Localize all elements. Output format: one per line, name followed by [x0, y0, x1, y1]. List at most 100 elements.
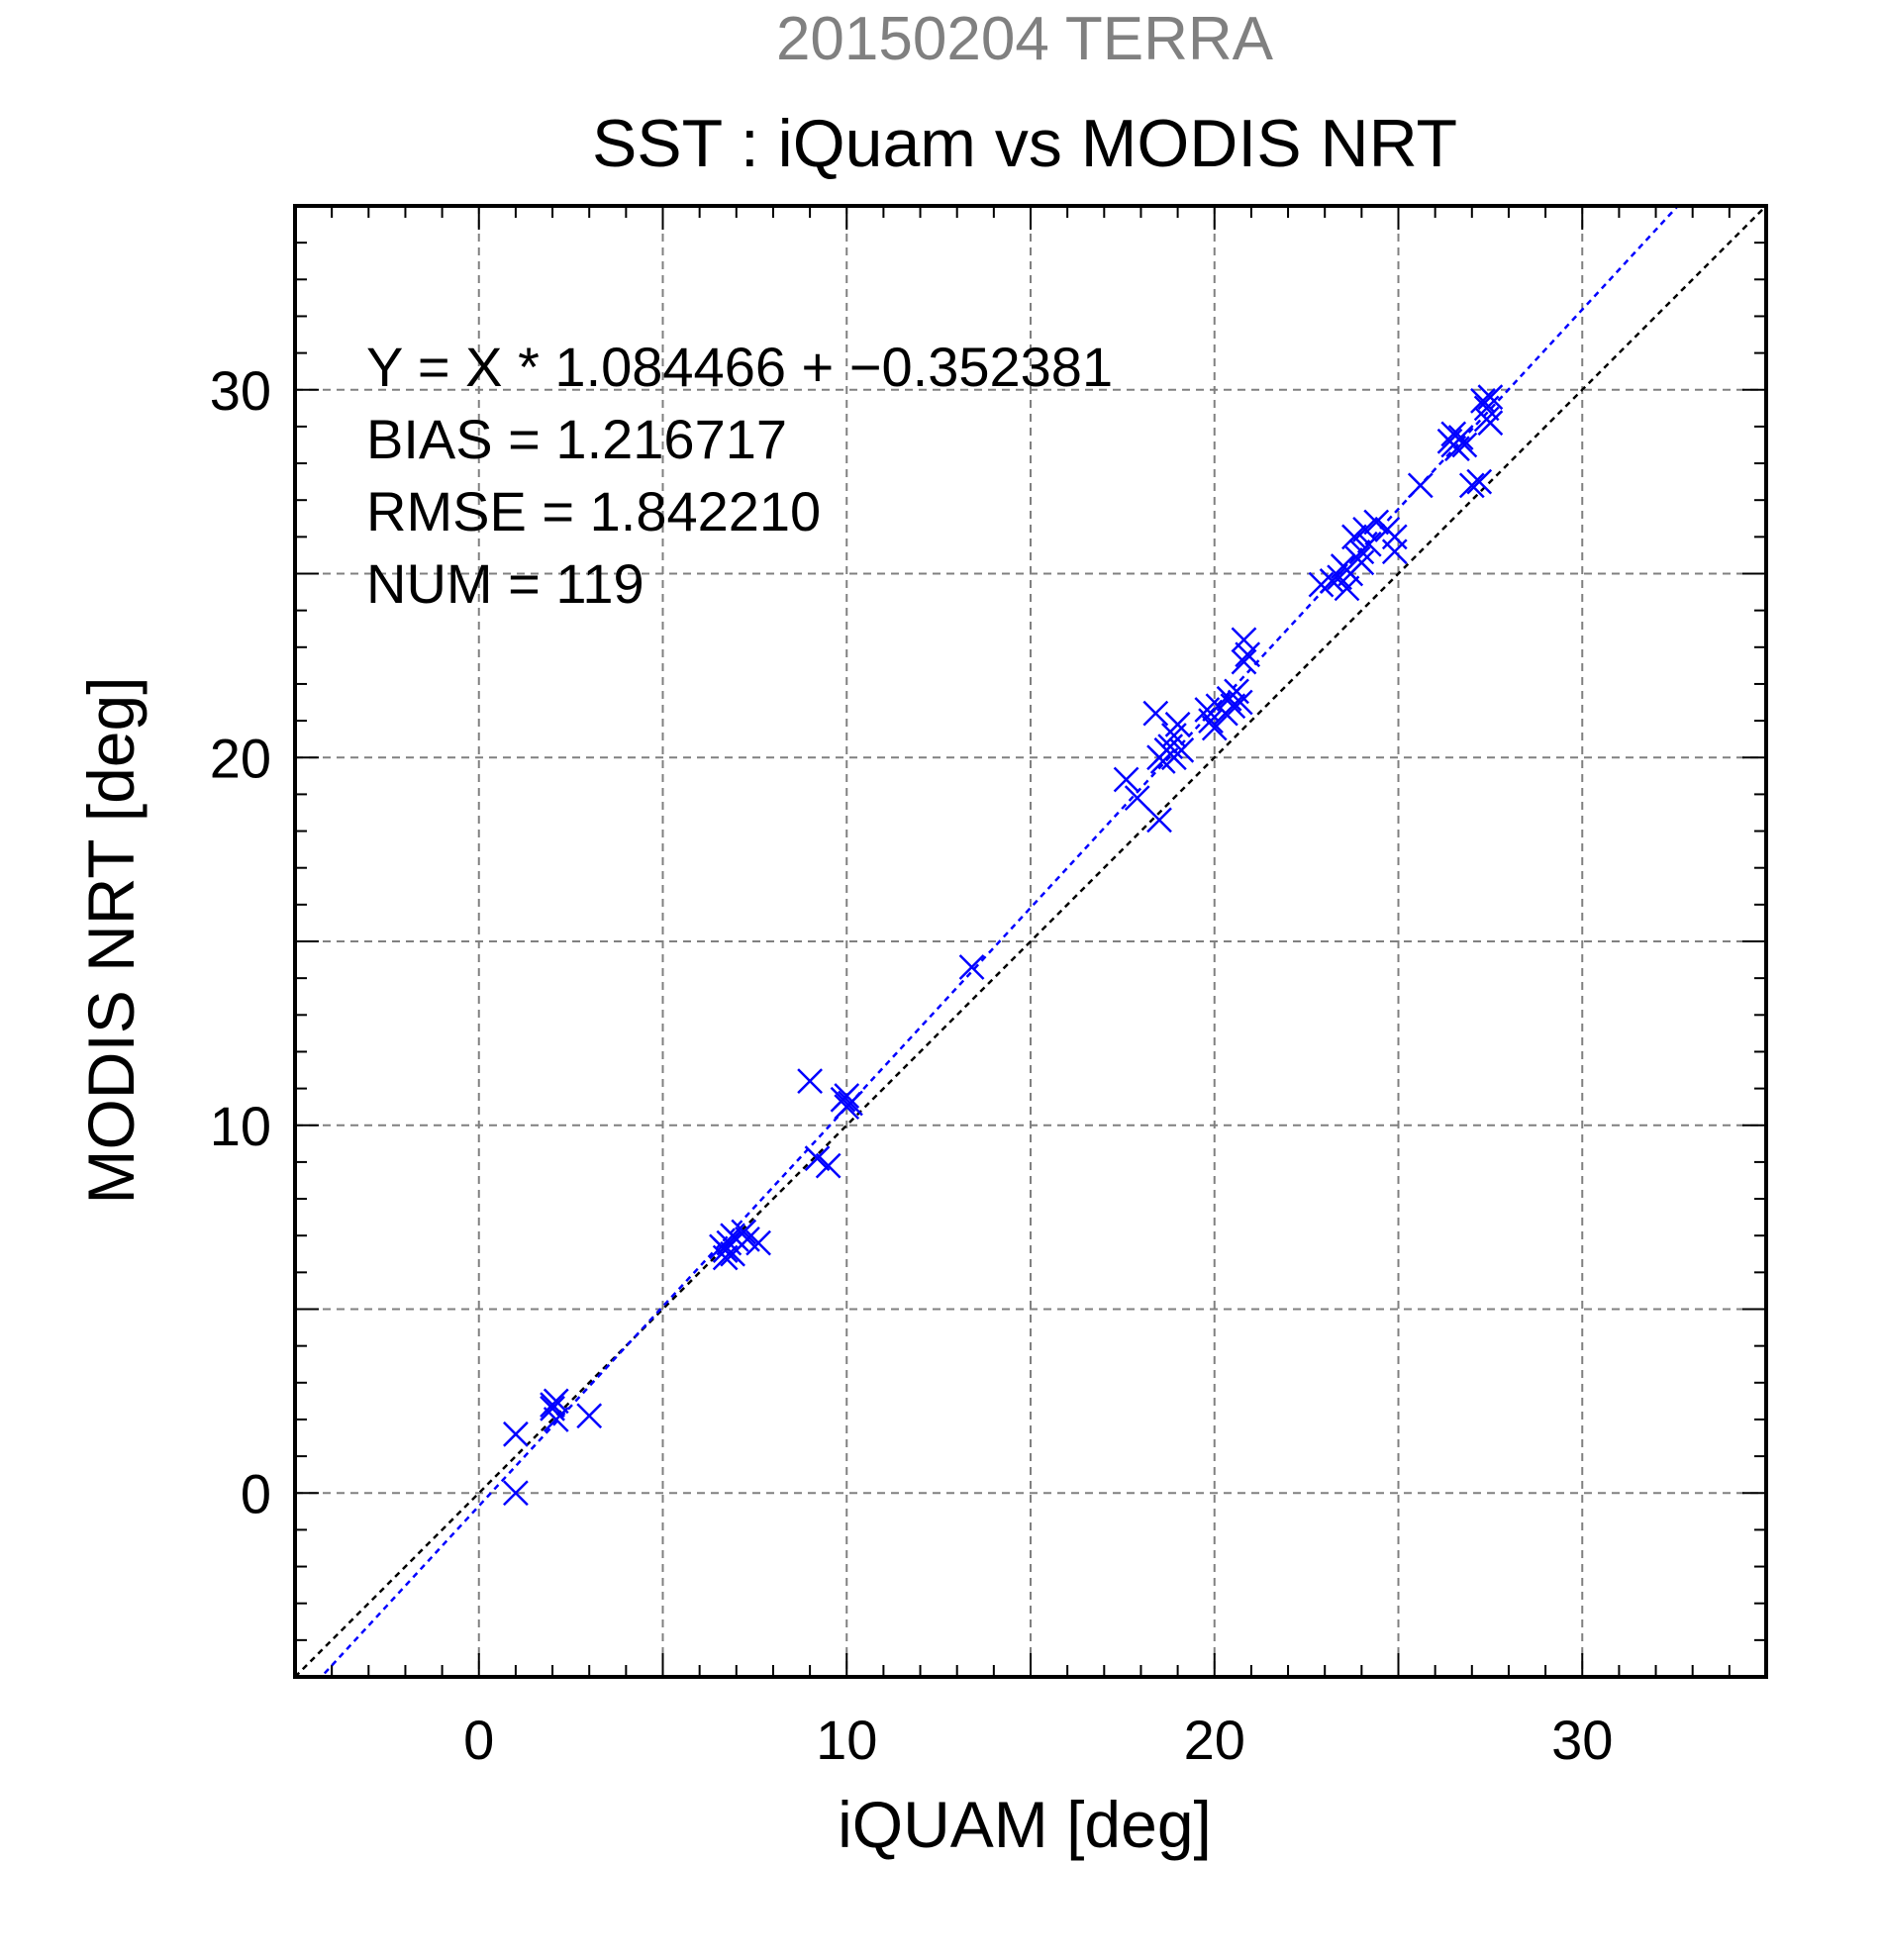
data-point: [503, 1480, 529, 1507]
data-point-stroke: [576, 1403, 603, 1429]
data-point-stroke: [1224, 678, 1249, 705]
stats-annotation: Y = X * 1.084466 + −0.352381 BIAS = 1.21…: [366, 331, 1113, 620]
count-value: NUM = 119: [366, 552, 644, 615]
data-point: [1381, 524, 1408, 550]
data-point: [1319, 568, 1345, 594]
data-point-stroke: [1235, 641, 1261, 668]
data-point: [1477, 384, 1504, 411]
data-point-stroke: [1201, 715, 1228, 741]
data-point-stroke: [712, 1244, 739, 1271]
data-point: [1341, 524, 1367, 550]
y-tick-label: 0: [241, 1462, 271, 1524]
data-point: [1363, 509, 1390, 536]
data-point: [731, 1219, 757, 1245]
reference-lines: [295, 206, 1766, 1677]
data-point-stroke: [1164, 711, 1191, 737]
data-point-stroke: [1407, 472, 1434, 499]
fit-equation: Y = X * 1.084466 + −0.352381: [366, 336, 1114, 398]
data-point: [1440, 432, 1467, 458]
data-point: [576, 1403, 603, 1429]
data-point-stroke: [543, 1407, 569, 1432]
chart-title: SST : iQuam vs MODIS NRT: [591, 106, 1458, 181]
x-tick-label: 30: [1551, 1709, 1613, 1771]
data-point: [815, 1152, 842, 1179]
data-point: [804, 1145, 831, 1172]
data-point-stroke: [1227, 689, 1253, 716]
data-point: [797, 1068, 823, 1095]
data-point-stroke: [1319, 568, 1345, 594]
data-point-stroke: [716, 1229, 742, 1256]
y-tick-label: 20: [210, 727, 271, 789]
data-point: [1477, 410, 1504, 437]
data-point-stroke: [1466, 468, 1493, 495]
data-point-stroke: [745, 1229, 771, 1256]
identity-line: [295, 206, 1766, 1677]
data-point: [958, 954, 985, 980]
data-point-stroke: [1355, 531, 1382, 557]
data-point-stroke: [958, 954, 985, 980]
data-point: [1381, 539, 1408, 565]
data-point: [834, 1083, 860, 1109]
data-point-stroke: [1146, 807, 1172, 833]
fit-line: [319, 206, 1680, 1677]
rmse-value: RMSE = 1.842210: [366, 480, 822, 542]
x-tick-label: 0: [463, 1709, 494, 1771]
plot-frame: [293, 204, 1768, 1679]
data-point-stroke: [540, 1395, 565, 1421]
data-point: [1198, 708, 1224, 734]
y-axis-label: MODIS NRT [deg]: [74, 676, 148, 1205]
x-tick-label: 20: [1184, 1709, 1245, 1771]
tick-labels: 0 10 20 30 0 10 20 30: [210, 359, 1614, 1771]
data-point-stroke: [834, 1083, 860, 1109]
data-point-stroke: [1334, 575, 1360, 602]
data-point: [1451, 432, 1478, 458]
data-point-stroke: [731, 1219, 757, 1245]
data-point: [1348, 549, 1375, 576]
data-point-stroke: [1363, 509, 1390, 536]
data-point-stroke: [1231, 627, 1257, 653]
y-tick-label: 30: [210, 359, 271, 422]
data-point-stroke: [1220, 693, 1246, 720]
data-point: [1113, 766, 1139, 793]
data-point: [1334, 575, 1360, 602]
data-point-stroke: [1341, 524, 1367, 550]
data-point-stroke: [1231, 648, 1257, 675]
data-point-stroke: [804, 1145, 831, 1172]
data-point-stroke: [1124, 785, 1150, 811]
y-tick-label: 10: [210, 1095, 271, 1157]
data-point-stroke: [1477, 384, 1504, 411]
data-point-stroke: [1458, 472, 1485, 499]
data-point: [838, 1090, 863, 1117]
data-point-stroke: [1477, 410, 1504, 437]
data-point: [712, 1244, 739, 1271]
data-point: [1352, 517, 1378, 542]
data-point: [1124, 785, 1150, 811]
data-point-stroke: [815, 1152, 842, 1179]
reference-line-group: [295, 206, 1766, 1677]
data-point: [1407, 472, 1434, 499]
data-point-stroke: [1348, 549, 1375, 576]
data-point-stroke: [543, 1388, 569, 1415]
data-point-stroke: [838, 1090, 863, 1117]
x-axis-label: iQUAM [deg]: [838, 1788, 1212, 1861]
data-point: [1220, 693, 1246, 720]
data-point-stroke: [1161, 744, 1187, 771]
data-point: [1201, 715, 1228, 741]
data-point: [543, 1407, 569, 1432]
data-point-stroke: [1451, 432, 1478, 458]
data-point-stroke: [1381, 524, 1408, 550]
data-point: [1235, 641, 1261, 668]
data-point-stroke: [1440, 432, 1467, 458]
data-point-stroke: [503, 1421, 529, 1447]
x-tick-label: 10: [816, 1709, 877, 1771]
data-point: [1142, 700, 1169, 727]
data-point: [1231, 648, 1257, 675]
data-point-stroke: [503, 1480, 529, 1507]
data-point: [1231, 627, 1257, 653]
data-point-stroke: [1198, 708, 1224, 734]
data-point: [503, 1421, 529, 1447]
data-point: [1458, 472, 1485, 499]
data-point-stroke: [1113, 766, 1139, 793]
data-point-stroke: [735, 1226, 760, 1252]
data-points: [503, 384, 1504, 1507]
